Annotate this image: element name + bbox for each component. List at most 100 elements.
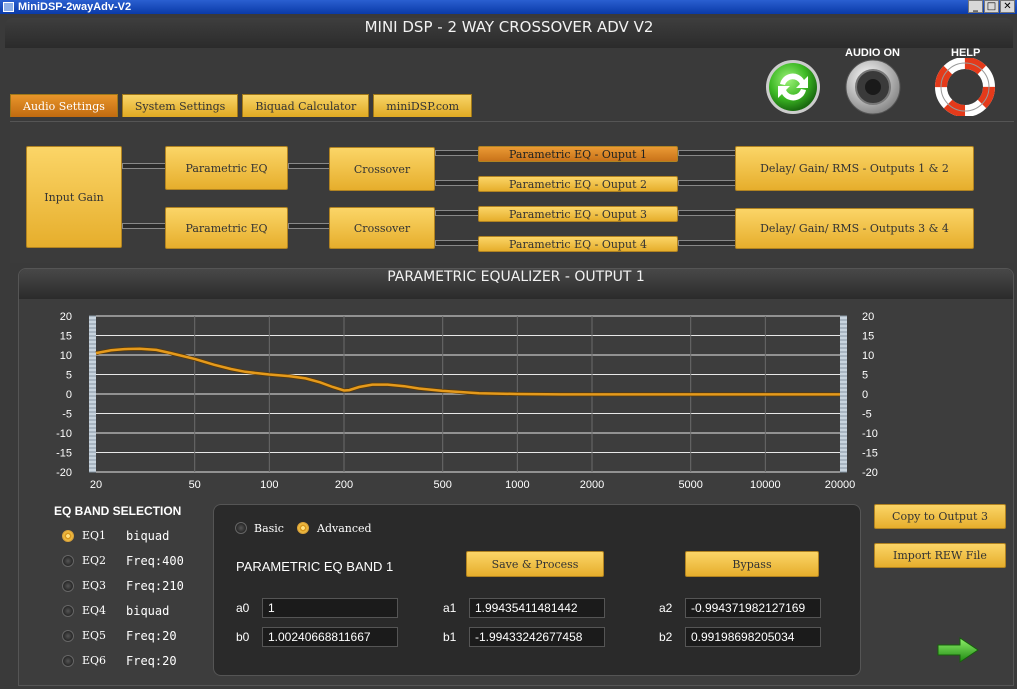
refresh-icon[interactable] xyxy=(762,58,824,116)
eq-band-item[interactable]: EQ2 Freq:400 xyxy=(62,552,184,570)
window-title: MiniDSP-2wayAdv-V2 xyxy=(18,1,132,13)
b0-label: b0 xyxy=(236,630,250,644)
y-tick-label-left: 20 xyxy=(60,311,72,323)
biquad-coefficient-panel: Basic Advanced PARAMETRIC EQ BAND 1 Save… xyxy=(213,504,861,676)
output-3-peq-block[interactable]: Parametric EQ - Ouput 3 xyxy=(478,206,678,222)
save-process-button[interactable]: Save & Process xyxy=(466,551,604,577)
eq-band-item[interactable]: EQ3 Freq:210 xyxy=(62,577,184,595)
output-4-peq-block[interactable]: Parametric EQ - Ouput 4 xyxy=(478,236,678,252)
band-radio[interactable] xyxy=(62,555,74,567)
band-name: EQ1 xyxy=(82,529,107,542)
tab-audio-settings[interactable]: Audio Settings xyxy=(10,94,118,117)
parametric-eq-block-1[interactable]: Parametric EQ xyxy=(165,146,288,190)
y-tick-label-right: 15 xyxy=(862,331,874,343)
b1-input[interactable]: -1.99433242677458 xyxy=(469,627,605,647)
lifebuoy-icon[interactable] xyxy=(934,57,996,117)
band-radio[interactable] xyxy=(62,630,74,642)
band-value: Freq:20 xyxy=(126,629,177,643)
y-tick-label-left: -20 xyxy=(56,467,72,479)
y-tick-label-right: -10 xyxy=(862,428,878,440)
x-tick-label: 50 xyxy=(189,479,201,491)
band-name: EQ5 xyxy=(82,629,107,642)
close-button[interactable]: ✕ xyxy=(1000,0,1015,13)
import-rew-file-button[interactable]: Import REW File xyxy=(874,543,1006,568)
x-tick-label: 2000 xyxy=(580,479,604,491)
parametric-eq-block-2[interactable]: Parametric EQ xyxy=(165,207,288,249)
band-name: EQ3 xyxy=(82,579,107,592)
app-icon xyxy=(3,2,14,12)
signal-flow: Input Gain Parametric EQ Parametric EQ C… xyxy=(10,121,1014,263)
band-value: Freq:210 xyxy=(126,579,184,593)
left-scale-bar xyxy=(89,316,96,472)
band-radio[interactable] xyxy=(62,655,74,667)
mode-basic-radio[interactable] xyxy=(235,522,247,534)
speaker-icon[interactable] xyxy=(842,58,904,116)
band-name: EQ6 xyxy=(82,654,107,667)
tab-biquad-calculator[interactable]: Biquad Calculator xyxy=(242,94,370,117)
x-tick-label: 10000 xyxy=(750,479,781,491)
b2-label: b2 xyxy=(659,630,673,644)
help-label: HELP xyxy=(951,47,981,59)
input-gain-block[interactable]: Input Gain xyxy=(26,146,122,248)
window-titlebar[interactable]: MiniDSP-2wayAdv-V2 _ □ ✕ xyxy=(0,0,1017,14)
audio-on-label: AUDIO ON xyxy=(845,47,900,59)
a0-input[interactable]: 1 xyxy=(262,598,398,618)
eq-panel-title: PARAMETRIC EQUALIZER - OUTPUT 1 xyxy=(19,269,1013,299)
band-value: biquad xyxy=(126,529,170,543)
a0-label: a0 xyxy=(236,601,250,615)
x-tick-label: 20 xyxy=(90,479,102,491)
y-tick-label-left: -5 xyxy=(62,409,72,421)
tab-system-settings[interactable]: System Settings xyxy=(121,94,239,117)
y-tick-label-right: -20 xyxy=(862,467,878,479)
mode-advanced-radio[interactable] xyxy=(297,522,309,534)
output-2-peq-block[interactable]: Parametric EQ - Ouput 2 xyxy=(478,176,678,192)
app-title: MINI DSP - 2 WAY CROSSOVER ADV V2 xyxy=(364,18,654,36)
x-tick-label: 1000 xyxy=(505,479,529,491)
band-value: Freq:400 xyxy=(126,554,184,568)
bypass-button[interactable]: Bypass xyxy=(685,551,819,577)
x-tick-label: 500 xyxy=(434,479,452,491)
y-tick-label-right: 0 xyxy=(862,389,868,401)
x-tick-label: 5000 xyxy=(678,479,702,491)
x-tick-label: 200 xyxy=(335,479,353,491)
y-tick-label-right: 5 xyxy=(862,370,868,382)
app-header: MINI DSP - 2 WAY CROSSOVER ADV V2 xyxy=(5,18,1013,48)
a1-label: a1 xyxy=(443,601,457,615)
eq-band-item[interactable]: EQ1 biquad xyxy=(62,527,169,545)
tab-bar: Audio Settings System Settings Biquad Ca… xyxy=(10,94,473,117)
copy-to-output-button[interactable]: Copy to Output 3 xyxy=(874,504,1006,529)
right-scale-bar xyxy=(840,316,847,472)
y-tick-label-left: 0 xyxy=(66,389,72,401)
band-value: biquad xyxy=(126,604,170,618)
y-tick-label-left: -10 xyxy=(56,428,72,440)
b1-label: b1 xyxy=(443,630,457,644)
eq-band-item[interactable]: EQ4 biquad xyxy=(62,602,169,620)
eq-band-item[interactable]: EQ5 Freq:20 xyxy=(62,627,177,645)
band-name: EQ4 xyxy=(82,604,107,617)
band-radio[interactable] xyxy=(62,605,74,617)
b0-input[interactable]: 1.00240668811667 xyxy=(262,627,398,647)
y-tick-label-right: 20 xyxy=(862,311,874,323)
crossover-block-1[interactable]: Crossover xyxy=(329,147,435,191)
band-title: PARAMETRIC EQ BAND 1 xyxy=(236,559,394,574)
band-value: Freq:20 xyxy=(126,654,177,668)
x-tick-label: 100 xyxy=(260,479,278,491)
output-1-peq-block[interactable]: Parametric EQ - Ouput 1 xyxy=(478,146,678,162)
crossover-block-2[interactable]: Crossover xyxy=(329,207,435,249)
eq-band-item[interactable]: EQ6 Freq:20 xyxy=(62,652,177,670)
delay-gain-rms-block-3-4[interactable]: Delay/ Gain/ RMS - Outputs 3 & 4 xyxy=(735,208,974,249)
minimize-button[interactable]: _ xyxy=(968,0,983,13)
next-arrow-icon[interactable] xyxy=(936,636,980,664)
y-tick-label-left: 10 xyxy=(60,350,72,362)
band-radio[interactable] xyxy=(62,530,74,542)
a2-input[interactable]: -0.994371982127169 xyxy=(685,598,821,618)
maximize-button[interactable]: □ xyxy=(984,0,999,13)
band-radio[interactable] xyxy=(62,580,74,592)
tab-minidsp-com[interactable]: miniDSP.com xyxy=(373,94,473,117)
y-tick-label-left: 15 xyxy=(60,331,72,343)
a1-input[interactable]: 1.99435411481442 xyxy=(469,598,605,618)
b2-input[interactable]: 0.99198698205034 xyxy=(685,627,821,647)
mode-basic-label: Basic xyxy=(254,522,284,535)
delay-gain-rms-block-1-2[interactable]: Delay/ Gain/ RMS - Outputs 1 & 2 xyxy=(735,146,974,191)
